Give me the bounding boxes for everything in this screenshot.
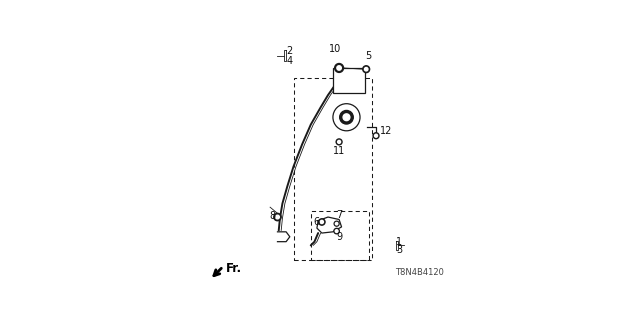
Circle shape <box>373 133 379 139</box>
Circle shape <box>374 134 378 137</box>
Text: 11: 11 <box>333 146 345 156</box>
Circle shape <box>335 64 344 72</box>
Text: 2: 2 <box>287 46 293 56</box>
Polygon shape <box>317 217 342 233</box>
Text: 9: 9 <box>336 231 342 242</box>
Text: Fr.: Fr. <box>226 261 242 275</box>
Text: 5: 5 <box>365 51 372 61</box>
Bar <box>333 68 365 92</box>
Circle shape <box>364 68 368 71</box>
Text: 8: 8 <box>269 211 276 221</box>
Circle shape <box>343 114 350 121</box>
Text: 6: 6 <box>313 217 319 227</box>
Circle shape <box>334 221 339 226</box>
Text: 1: 1 <box>396 237 403 247</box>
Circle shape <box>338 140 340 143</box>
Circle shape <box>319 219 325 225</box>
Text: 3: 3 <box>396 244 403 255</box>
Bar <box>311 211 369 260</box>
Text: 7: 7 <box>336 210 342 220</box>
Text: 4: 4 <box>287 56 293 66</box>
Circle shape <box>335 230 338 232</box>
Circle shape <box>333 104 360 131</box>
Circle shape <box>274 213 281 221</box>
Circle shape <box>340 110 353 124</box>
Polygon shape <box>278 232 290 242</box>
Bar <box>294 78 372 260</box>
Circle shape <box>363 66 370 73</box>
Text: 10: 10 <box>329 44 342 54</box>
Circle shape <box>276 215 279 219</box>
Text: 12: 12 <box>380 126 392 136</box>
Circle shape <box>334 228 339 234</box>
Circle shape <box>320 220 323 224</box>
Circle shape <box>335 222 338 225</box>
Circle shape <box>336 139 342 145</box>
Circle shape <box>337 66 341 70</box>
Text: T8N4B4120: T8N4B4120 <box>395 268 444 277</box>
